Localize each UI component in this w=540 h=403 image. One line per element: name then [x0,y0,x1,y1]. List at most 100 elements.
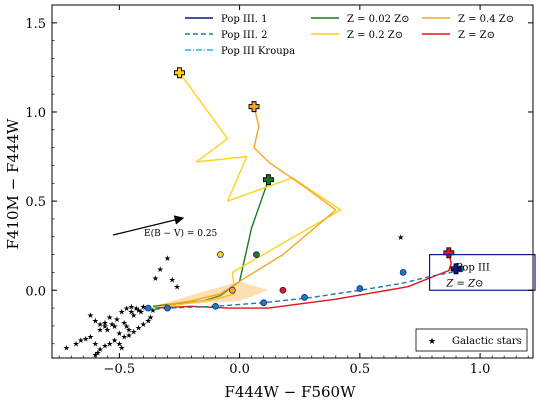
galactic-star: ★ [397,233,404,242]
start-plus-marker [450,263,462,275]
legend-label: Z = Z⊙ [458,30,495,41]
plus-shape [443,247,455,259]
galactic-star: ★ [94,349,101,358]
galactic-star: ★ [92,340,99,349]
galactic-star: ★ [97,320,104,329]
y-tick-label: 1.5 [25,17,46,32]
galactic-star: ★ [63,343,70,352]
series-line-z-z- [155,252,452,309]
track-point [279,286,287,294]
reddening-arrow [112,215,185,236]
legend-label: Z = 0.02 Z⊙ [347,14,409,25]
track-point [229,286,236,294]
legend-label: Pop III. 1 [221,14,268,25]
galactic-star: ★ [130,311,137,320]
legend-layer: Pop III. 1 Pop III. 2 Pop III Kroupa Z = 0.… [185,14,528,352]
y-tick-label: 0.0 [25,284,46,299]
galactic-star: ★ [101,342,108,351]
galactic-star: ★ [87,333,94,342]
galactic-star: ★ [140,302,147,311]
galactic-star: ★ [111,322,118,331]
track-point [301,294,308,301]
x-tick-label: 0.0 [229,362,250,377]
galactic-star: ★ [145,317,152,326]
series-line-z-0-4-z- [167,106,337,306]
galactic-star: ★ [135,324,142,333]
legend-label: Pop III. 2 [221,30,268,41]
series-layer [143,72,462,311]
box-label-zsun: Z = Z⊙ [445,279,483,290]
galactic-star: ★ [125,325,132,334]
track-point [164,304,171,312]
galactic-star: ★ [77,336,84,345]
galactic-star: ★ [118,343,125,352]
galactic-star: ★ [72,340,79,349]
galactic-star: ★ [92,317,99,326]
annotation-layer: Pop III Z = Z⊙ E(B − V) = 0.25 [112,215,536,291]
plus-shape [248,101,260,113]
reddening-label: E(B − V) = 0.25 [144,228,218,239]
x-tick-label: 0.5 [349,362,370,377]
galactic-star: ★ [121,333,128,342]
track-point [212,302,219,310]
galactic-star: ★ [104,325,111,334]
start-plus-marker [263,174,274,186]
track-point [260,299,267,307]
x-tick-label: −0.5 [104,362,136,377]
galactic-star: ★ [101,318,108,327]
galactic-star: ★ [128,302,135,311]
start-plus-marker [248,101,260,113]
galactic-star: ★ [92,350,99,359]
galactic-star: ★ [125,331,132,340]
galactic-star: ★ [137,308,144,317]
galactic-star: ★ [121,318,128,327]
plus-shape [174,67,185,79]
plus-shape [450,263,462,275]
legend-label: Pop III Kroupa [221,46,295,57]
track-point [356,285,364,292]
y-axis-label: F410M − F444W [4,118,22,250]
galactic-star: ★ [82,334,89,343]
galactic-star: ★ [106,313,113,322]
galactic-star: ★ [111,336,118,345]
highlight-box [428,253,536,291]
galactic-star: ★ [101,322,108,331]
start-plus-marker [174,67,185,79]
legend-label: Z = 0.4 Z⊙ [458,14,514,25]
legend-label: Z = 0.2 Z⊙ [347,30,403,41]
plus-shape [263,174,274,186]
galactic-legend-label: Galactic stars [452,336,522,347]
y-tick-label: 1.0 [25,106,46,121]
galactic-star: ★ [157,265,164,274]
galactic-star: ★ [109,320,116,329]
galactic-star: ★ [164,254,171,263]
galactic-star: ★ [133,304,140,313]
galactic-star: ★ [97,345,104,354]
galactic-star: ★ [149,306,156,315]
x-tick-label: 1.0 [470,362,491,377]
galactic-star: ★ [152,274,159,283]
series-line-z-0-2-z- [152,72,342,309]
galactic-star: ★ [135,306,142,315]
track-point [253,251,260,258]
galactic-star: ★ [97,325,104,334]
galactic-star: ★ [116,340,123,349]
start-plus-marker [443,247,455,259]
galactic-star: ★ [123,304,130,313]
galactic-legend-box [415,328,528,352]
galactic-legend-star: ★ [428,337,436,347]
galactic-star: ★ [169,276,176,285]
box-label-pop3: Pop III [456,263,490,274]
plot-frame [51,4,534,359]
track-point [217,251,224,258]
galactic-star: ★ [130,327,137,336]
track-point [399,269,407,276]
marker-layer [144,67,465,312]
track-fill-band [153,281,269,307]
galactic-star: ★ [116,329,123,338]
x-axis-label: F444W − F560W [224,383,356,401]
galactic-star: ★ [147,313,154,322]
galactic-star: ★ [173,283,180,292]
galactic-star: ★ [123,322,130,331]
